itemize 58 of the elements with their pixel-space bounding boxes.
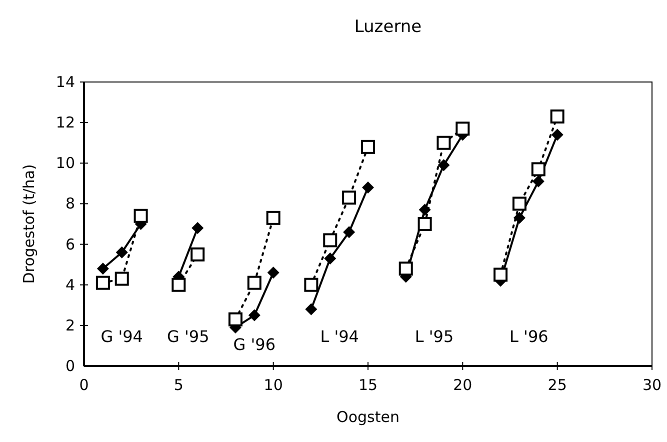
point bbox=[228, 312, 242, 326]
point bbox=[305, 303, 318, 316]
point bbox=[512, 196, 526, 211]
point bbox=[247, 276, 262, 290]
point bbox=[418, 217, 432, 231]
point bbox=[551, 128, 564, 141]
point bbox=[513, 212, 526, 224]
point bbox=[361, 140, 375, 154]
point bbox=[436, 136, 451, 150]
point bbox=[342, 190, 356, 205]
point bbox=[172, 278, 186, 292]
point bbox=[192, 222, 204, 234]
point bbox=[531, 162, 546, 176]
point bbox=[456, 122, 470, 136]
point bbox=[134, 208, 148, 223]
point bbox=[267, 266, 280, 279]
annotation: L '96 bbox=[510, 327, 548, 346]
point bbox=[532, 175, 544, 188]
x-tick-label: 20 bbox=[453, 376, 472, 394]
point bbox=[362, 181, 374, 194]
annotation: L '95 bbox=[414, 327, 454, 346]
point bbox=[190, 247, 205, 262]
x-tick-label: 15 bbox=[358, 376, 378, 394]
point bbox=[398, 262, 413, 276]
point bbox=[324, 252, 336, 264]
y-tick-label: 4 bbox=[65, 276, 75, 294]
point bbox=[418, 204, 431, 216]
annotation: G '96 bbox=[233, 335, 276, 354]
x-tick-label: 10 bbox=[264, 376, 283, 394]
y-tick-label: 2 bbox=[65, 316, 75, 334]
y-tick-label: 10 bbox=[56, 154, 75, 172]
point bbox=[96, 276, 110, 290]
point bbox=[304, 278, 318, 292]
point bbox=[266, 210, 280, 225]
y-tick-label: 6 bbox=[65, 235, 75, 254]
x-axis-title: Oogsten bbox=[336, 408, 400, 426]
point bbox=[248, 309, 260, 322]
annotation: G '95 bbox=[167, 327, 210, 346]
point bbox=[494, 268, 508, 282]
point bbox=[96, 262, 109, 275]
point bbox=[343, 226, 356, 238]
x-tick-label: 5 bbox=[174, 376, 184, 394]
point bbox=[114, 272, 129, 286]
x-tick-label: 25 bbox=[548, 376, 567, 394]
point bbox=[116, 246, 128, 258]
x-tick-label: 0 bbox=[79, 376, 89, 394]
point bbox=[550, 109, 564, 124]
y-axis-title: Drogestof (t/ha) bbox=[20, 164, 38, 284]
point bbox=[323, 233, 338, 248]
point bbox=[438, 159, 450, 172]
annotation: L '94 bbox=[320, 327, 359, 346]
annotation: G '94 bbox=[100, 327, 143, 346]
y-tick-label: 0 bbox=[65, 357, 75, 375]
y-tick-label: 14 bbox=[56, 73, 75, 91]
chart-title: Luzerne bbox=[354, 17, 422, 37]
y-tick-label: 8 bbox=[65, 194, 75, 213]
x-tick-label: 30 bbox=[642, 376, 662, 394]
y-tick-label: 12 bbox=[56, 114, 75, 132]
